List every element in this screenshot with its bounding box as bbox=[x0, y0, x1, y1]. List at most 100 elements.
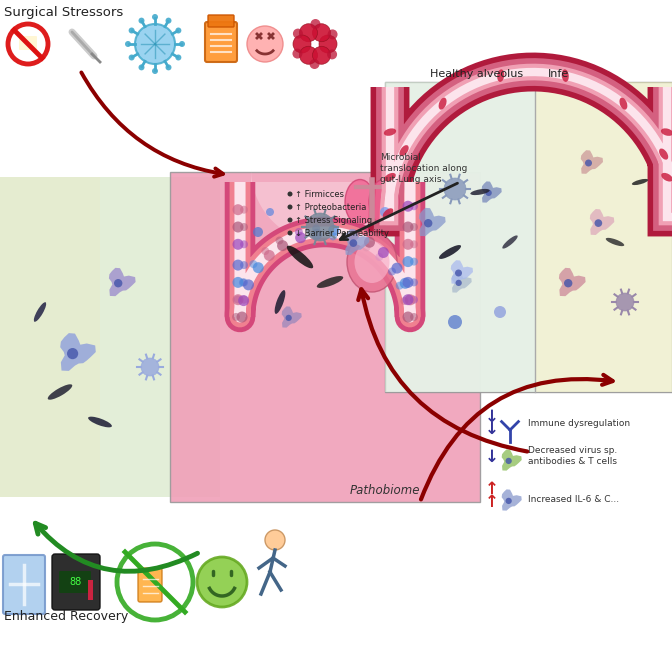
Circle shape bbox=[233, 294, 243, 305]
Circle shape bbox=[378, 247, 389, 258]
Polygon shape bbox=[559, 268, 585, 296]
Circle shape bbox=[249, 260, 257, 268]
Text: ↓ Barrier Permeability: ↓ Barrier Permeability bbox=[295, 229, 389, 238]
FancyBboxPatch shape bbox=[138, 568, 162, 602]
FancyBboxPatch shape bbox=[535, 82, 672, 392]
Circle shape bbox=[319, 35, 337, 53]
Ellipse shape bbox=[439, 245, 461, 259]
FancyBboxPatch shape bbox=[59, 571, 91, 593]
Ellipse shape bbox=[383, 208, 393, 218]
Ellipse shape bbox=[34, 302, 46, 322]
Polygon shape bbox=[251, 169, 399, 317]
Text: ↑ Stress Signaling: ↑ Stress Signaling bbox=[295, 216, 372, 225]
Circle shape bbox=[288, 218, 292, 222]
Circle shape bbox=[264, 250, 275, 261]
Circle shape bbox=[485, 190, 492, 196]
Polygon shape bbox=[419, 208, 446, 236]
Circle shape bbox=[362, 243, 370, 251]
Circle shape bbox=[310, 59, 319, 69]
Circle shape bbox=[403, 277, 413, 288]
Circle shape bbox=[312, 224, 320, 233]
Circle shape bbox=[306, 213, 334, 241]
Polygon shape bbox=[452, 271, 472, 292]
Circle shape bbox=[564, 279, 573, 288]
Circle shape bbox=[253, 227, 263, 237]
Polygon shape bbox=[502, 450, 521, 470]
Ellipse shape bbox=[497, 69, 504, 82]
Text: 88: 88 bbox=[69, 577, 81, 587]
Circle shape bbox=[288, 230, 292, 235]
Circle shape bbox=[348, 229, 360, 241]
Ellipse shape bbox=[661, 173, 672, 181]
Ellipse shape bbox=[605, 238, 624, 246]
Ellipse shape bbox=[384, 128, 396, 136]
Circle shape bbox=[505, 458, 512, 464]
Circle shape bbox=[327, 50, 337, 59]
Circle shape bbox=[403, 256, 413, 267]
Circle shape bbox=[175, 54, 181, 60]
Circle shape bbox=[300, 24, 317, 42]
Text: Decreased virus sp.
antibodies & T cells: Decreased virus sp. antibodies & T cells bbox=[528, 446, 618, 466]
Circle shape bbox=[165, 17, 171, 24]
FancyBboxPatch shape bbox=[88, 580, 93, 600]
Circle shape bbox=[135, 24, 175, 64]
FancyBboxPatch shape bbox=[205, 22, 237, 62]
Circle shape bbox=[295, 232, 306, 243]
Circle shape bbox=[292, 48, 302, 58]
Ellipse shape bbox=[632, 179, 648, 185]
FancyBboxPatch shape bbox=[170, 172, 480, 502]
Text: Enhanced Recovery: Enhanced Recovery bbox=[4, 610, 128, 623]
Polygon shape bbox=[590, 209, 614, 235]
Circle shape bbox=[138, 65, 144, 71]
Text: ↓: ↓ bbox=[485, 448, 499, 466]
Polygon shape bbox=[60, 333, 96, 371]
Text: ↑ Proteobacteria: ↑ Proteobacteria bbox=[295, 203, 366, 212]
Circle shape bbox=[141, 358, 159, 376]
Circle shape bbox=[114, 279, 122, 288]
Circle shape bbox=[239, 278, 247, 286]
Polygon shape bbox=[482, 181, 502, 203]
Text: Pathobiome: Pathobiome bbox=[349, 484, 420, 497]
Text: ↓: ↓ bbox=[485, 408, 499, 426]
Circle shape bbox=[595, 219, 602, 227]
Circle shape bbox=[616, 293, 634, 311]
Circle shape bbox=[410, 257, 418, 265]
FancyBboxPatch shape bbox=[0, 177, 220, 497]
Ellipse shape bbox=[275, 290, 286, 314]
Circle shape bbox=[233, 222, 243, 233]
Circle shape bbox=[234, 296, 242, 304]
Text: Increased IL-6 & C...: Increased IL-6 & C... bbox=[528, 495, 619, 504]
Circle shape bbox=[401, 297, 409, 305]
Circle shape bbox=[410, 223, 418, 231]
Circle shape bbox=[261, 247, 269, 255]
Circle shape bbox=[405, 294, 416, 305]
Ellipse shape bbox=[355, 241, 390, 283]
Circle shape bbox=[505, 498, 512, 504]
Circle shape bbox=[494, 306, 506, 318]
Circle shape bbox=[424, 219, 432, 227]
Text: Infe: Infe bbox=[548, 69, 569, 79]
Circle shape bbox=[293, 29, 303, 38]
Circle shape bbox=[456, 280, 462, 286]
Ellipse shape bbox=[384, 173, 396, 181]
Circle shape bbox=[329, 233, 337, 241]
Text: ↑: ↑ bbox=[485, 493, 499, 511]
Ellipse shape bbox=[661, 128, 672, 136]
FancyBboxPatch shape bbox=[52, 554, 100, 610]
Text: Microbial
translocation along
gut-Lung axis: Microbial translocation along gut-Lung a… bbox=[380, 153, 467, 184]
FancyBboxPatch shape bbox=[19, 36, 37, 50]
Polygon shape bbox=[345, 229, 370, 255]
Circle shape bbox=[293, 35, 311, 53]
Polygon shape bbox=[451, 260, 473, 284]
Ellipse shape bbox=[287, 246, 313, 268]
Circle shape bbox=[403, 222, 413, 233]
Circle shape bbox=[403, 239, 413, 250]
Circle shape bbox=[232, 313, 240, 321]
Circle shape bbox=[311, 229, 323, 240]
Circle shape bbox=[444, 178, 466, 200]
Circle shape bbox=[410, 241, 418, 249]
Circle shape bbox=[349, 239, 358, 247]
Circle shape bbox=[233, 239, 243, 250]
FancyBboxPatch shape bbox=[385, 82, 535, 392]
Circle shape bbox=[240, 223, 248, 231]
